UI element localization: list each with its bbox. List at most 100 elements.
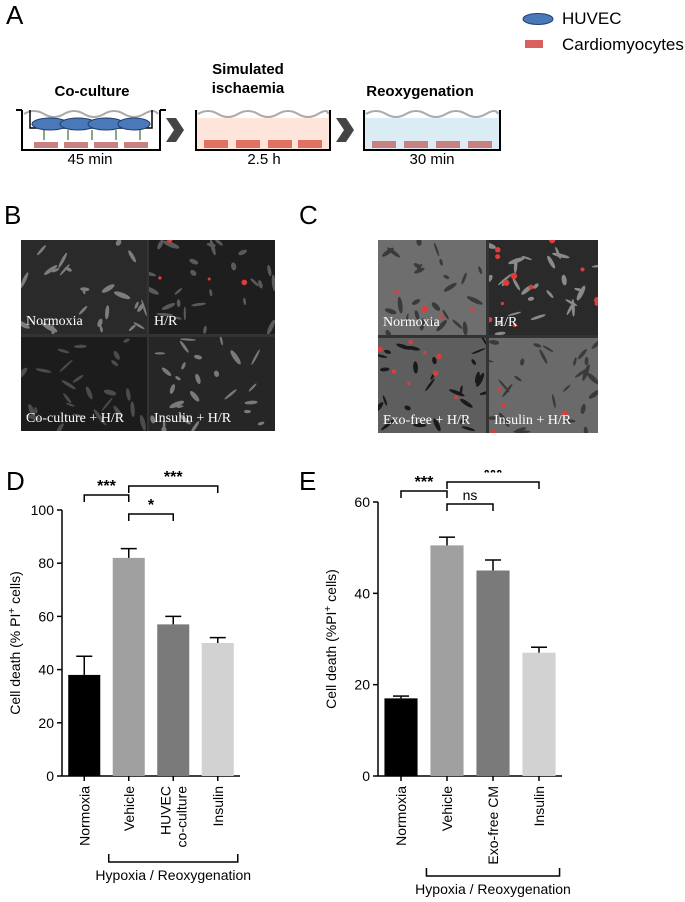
cell-shape: [546, 290, 554, 298]
cell-shape: [527, 296, 535, 301]
cell-shape: [514, 375, 522, 382]
step-reoxygenation-title: Reoxygenation: [366, 83, 474, 100]
cell-shape: [179, 340, 189, 353]
cell-shape: [442, 309, 449, 320]
cell-shape: [251, 349, 260, 365]
cell-shape: [99, 325, 103, 333]
cell-shape: [532, 283, 539, 289]
cell-shape: [513, 430, 531, 433]
cell-shape: [474, 371, 480, 384]
micrograph-label: Exo-free + H/R: [383, 413, 471, 428]
panel-label-e: E: [299, 466, 317, 496]
cell-shape: [430, 318, 435, 326]
cell-shape: [576, 285, 586, 301]
cell-shape: [243, 409, 251, 414]
panel-label-d: D: [6, 466, 25, 496]
cell-shape: [65, 267, 72, 272]
y-tick-label: 60: [354, 494, 370, 510]
cell-shape: [161, 367, 172, 376]
pi-stain-dot: [158, 276, 162, 280]
cell-shape: [432, 356, 437, 365]
cell-shape: [51, 268, 60, 273]
cell-shape: [267, 265, 272, 277]
cell-shape: [113, 350, 120, 360]
cell-shape: [476, 372, 485, 387]
pi-stain-dot: [503, 279, 510, 287]
cell-shape: [580, 403, 586, 415]
cell-shape: [21, 367, 28, 379]
cell-shape: [512, 278, 521, 291]
cell-shape: [169, 400, 185, 409]
bar: [201, 643, 234, 776]
cell-shape: [34, 407, 38, 414]
cell-shape: [588, 389, 598, 399]
cell-shape: [267, 319, 275, 334]
cell-shape: [139, 414, 146, 431]
legend-cardiomyocytes-label: Cardiomyocytes: [562, 35, 684, 54]
pi-stain-dot: [512, 323, 517, 328]
cell-shape: [183, 306, 186, 321]
x-tick-label: Insulin: [531, 786, 547, 826]
cell-shape: [571, 298, 575, 317]
cell-shape: [243, 297, 247, 306]
group-label: Hypoxia / Reoxygenation: [415, 881, 571, 897]
cell-shape: [59, 264, 70, 276]
step-coculture-title: Co-culture: [54, 83, 130, 100]
cell-shape: [271, 274, 275, 292]
micrograph-label: Insulin + H/R: [154, 411, 232, 426]
cell-shape: [105, 305, 110, 320]
micrograph-b-hr: H/R: [149, 240, 275, 334]
cardiomyocyte-legend-swatch: [525, 40, 543, 48]
cell-shape: [154, 352, 166, 355]
cell-shape: [542, 345, 554, 352]
significance-label: ***: [415, 474, 434, 491]
cell-shape: [133, 322, 145, 330]
cell-shape: [231, 262, 237, 271]
y-tick-label: 100: [31, 502, 55, 518]
cell-shape: [97, 318, 103, 328]
chart-e: 0 20 40 60 Cell death (%PI+ cells) Normoxia Ve…: [323, 470, 571, 897]
bar: [430, 545, 464, 776]
cell-shape: [59, 359, 73, 372]
cell-shape: [248, 383, 257, 392]
pi-stain-dot: [470, 306, 475, 312]
cell-shape: [190, 269, 197, 276]
cell-shape: [497, 320, 503, 326]
cell-shape: [461, 272, 467, 285]
bar: [522, 652, 556, 776]
cell-shape: [149, 271, 157, 277]
cell-shape: [174, 316, 182, 320]
cell-shape: [169, 384, 176, 394]
pi-stain-dot: [440, 314, 445, 319]
cell-shape: [587, 372, 598, 385]
x-tick-label: Normoxia: [393, 786, 409, 846]
cell-shape: [431, 302, 441, 311]
cell-shape: [539, 349, 548, 364]
cell-shape: [209, 289, 213, 297]
cell-shape: [385, 329, 392, 335]
cell-shape: [41, 322, 58, 333]
cell-shape: [128, 324, 136, 332]
cell-shape: [414, 267, 425, 274]
bar: [384, 698, 418, 776]
cell-shape: [21, 320, 30, 329]
significance-bracket: [128, 485, 219, 493]
cell-shape: [113, 291, 131, 300]
cell-shape: [175, 376, 181, 381]
y-axis-label: Cell death (%PI+ cells): [323, 569, 339, 709]
cell-shape: [36, 245, 46, 256]
x-tick-label: HUVECco-culture: [157, 786, 189, 848]
cell-shape: [101, 284, 115, 293]
pi-stain-dot: [241, 279, 248, 286]
cell-shape: [489, 359, 494, 363]
cell-shape: [489, 242, 496, 249]
y-tick-label: 80: [38, 555, 54, 571]
cell-shape: [72, 413, 86, 418]
cell-shape: [63, 393, 72, 404]
cell-shape: [489, 339, 500, 345]
pi-stain-dot: [528, 284, 534, 290]
pi-stain-dot: [378, 346, 383, 352]
micrograph-label: Normoxia: [26, 314, 83, 329]
cell-shape: [381, 419, 395, 431]
micrograph-b-insulin: Insulin + H/R: [149, 337, 275, 431]
